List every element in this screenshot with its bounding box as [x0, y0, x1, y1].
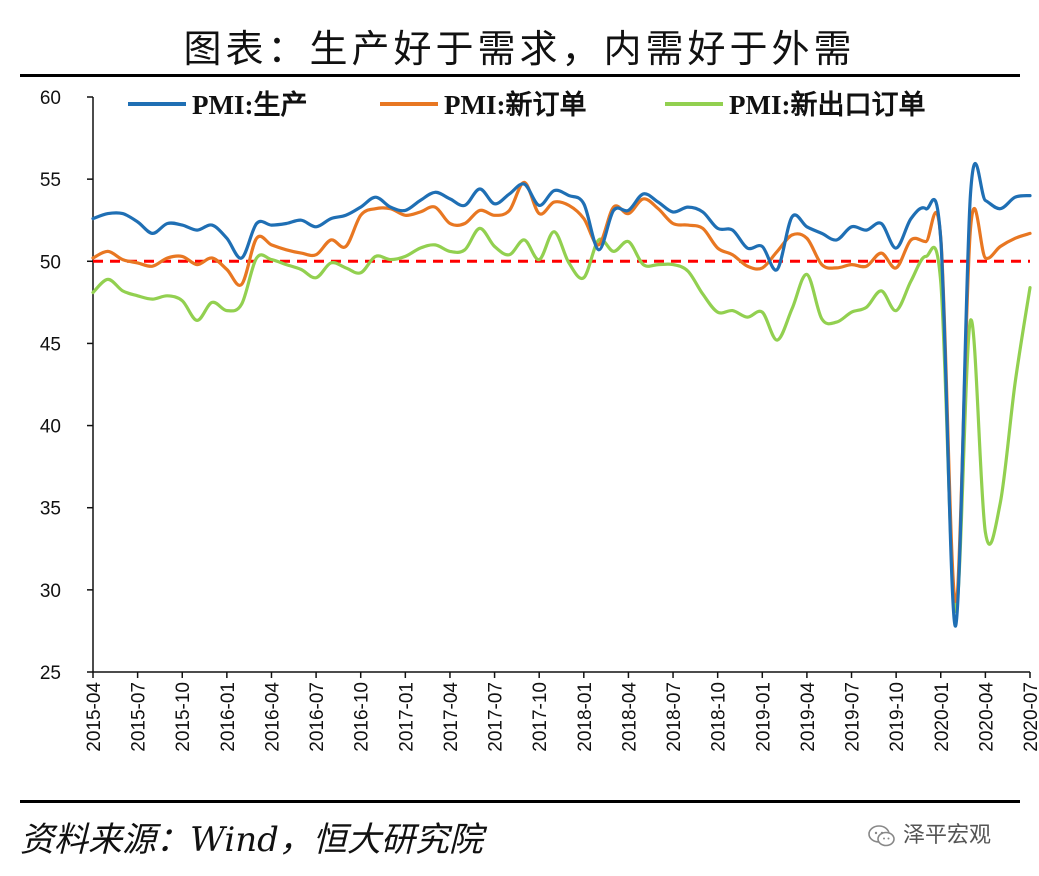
legend-label-production: PMI:生产: [192, 90, 307, 120]
y-tick-label: 35: [40, 499, 61, 520]
x-tick-label: 2018-04: [619, 682, 640, 752]
legend: PMI:生产 PMI:新订单 PMI:新出口订单: [128, 89, 925, 120]
x-tick-label: 2020-07: [1021, 682, 1039, 752]
x-tick-label: 2016-10: [352, 682, 373, 752]
y-tick-label: 60: [40, 88, 61, 109]
chart-title: 图表：生产好于需求，内需好于外需: [183, 27, 856, 71]
watermark-text: 泽平宏观: [903, 823, 992, 848]
y-tick-label: 50: [40, 252, 61, 273]
x-tick-label: 2016-01: [218, 682, 239, 752]
bottom-rule: [20, 800, 1020, 803]
x-tick-label: 2016-07: [307, 682, 328, 752]
legend-label-new_orders: PMI:新订单: [444, 89, 586, 120]
x-tick-label: 2017-01: [396, 682, 417, 752]
y-axis: 25 30 35 40 45 50 55 60: [40, 88, 94, 684]
y-tick-label: 45: [40, 334, 61, 355]
x-tick-label: 2017-07: [486, 682, 507, 752]
x-tick-label: 2015-04: [84, 682, 105, 752]
x-axis: 2015-04 2015-07 2015-10 2016-01 2016-04 2016-…: [84, 671, 1039, 752]
x-tick-label: 2019-01: [753, 682, 774, 752]
x-tick-label: 2017-10: [530, 682, 551, 752]
x-tick-label: 2018-01: [575, 682, 596, 752]
series-line-production: [91, 161, 1032, 628]
y-tick-label: 30: [40, 581, 61, 602]
x-tick-label: 2020-04: [976, 682, 997, 752]
top-rule: [20, 74, 1020, 77]
x-tick-label: 2019-04: [798, 682, 819, 752]
wechat-icon: [868, 825, 895, 847]
x-tick-label: 2018-07: [664, 682, 685, 752]
series-layer: [91, 161, 1032, 628]
x-tick-label: 2016-04: [262, 682, 283, 752]
watermark: 泽平宏观: [868, 817, 991, 849]
x-tick-label: 2015-10: [173, 682, 194, 752]
source-note: 资料来源：Wind，恒大研究院: [20, 820, 483, 860]
x-tick-label: 2020-01: [932, 682, 953, 752]
x-tick-label: 2019-07: [843, 682, 864, 752]
series-line-new_orders: [91, 180, 1032, 604]
x-tick-label: 2015-07: [129, 682, 150, 752]
y-tick-label: 55: [40, 170, 61, 191]
y-tick-label: 40: [40, 417, 61, 438]
series-line-new_export_orders: [91, 226, 1032, 613]
x-tick-label: 2019-10: [887, 682, 908, 752]
y-tick-label: 25: [40, 663, 61, 684]
x-tick-label: 2017-04: [441, 682, 462, 752]
legend-label-new_export_orders: PMI:新出口订单: [729, 89, 925, 120]
x-tick-label: 2018-10: [709, 682, 730, 752]
